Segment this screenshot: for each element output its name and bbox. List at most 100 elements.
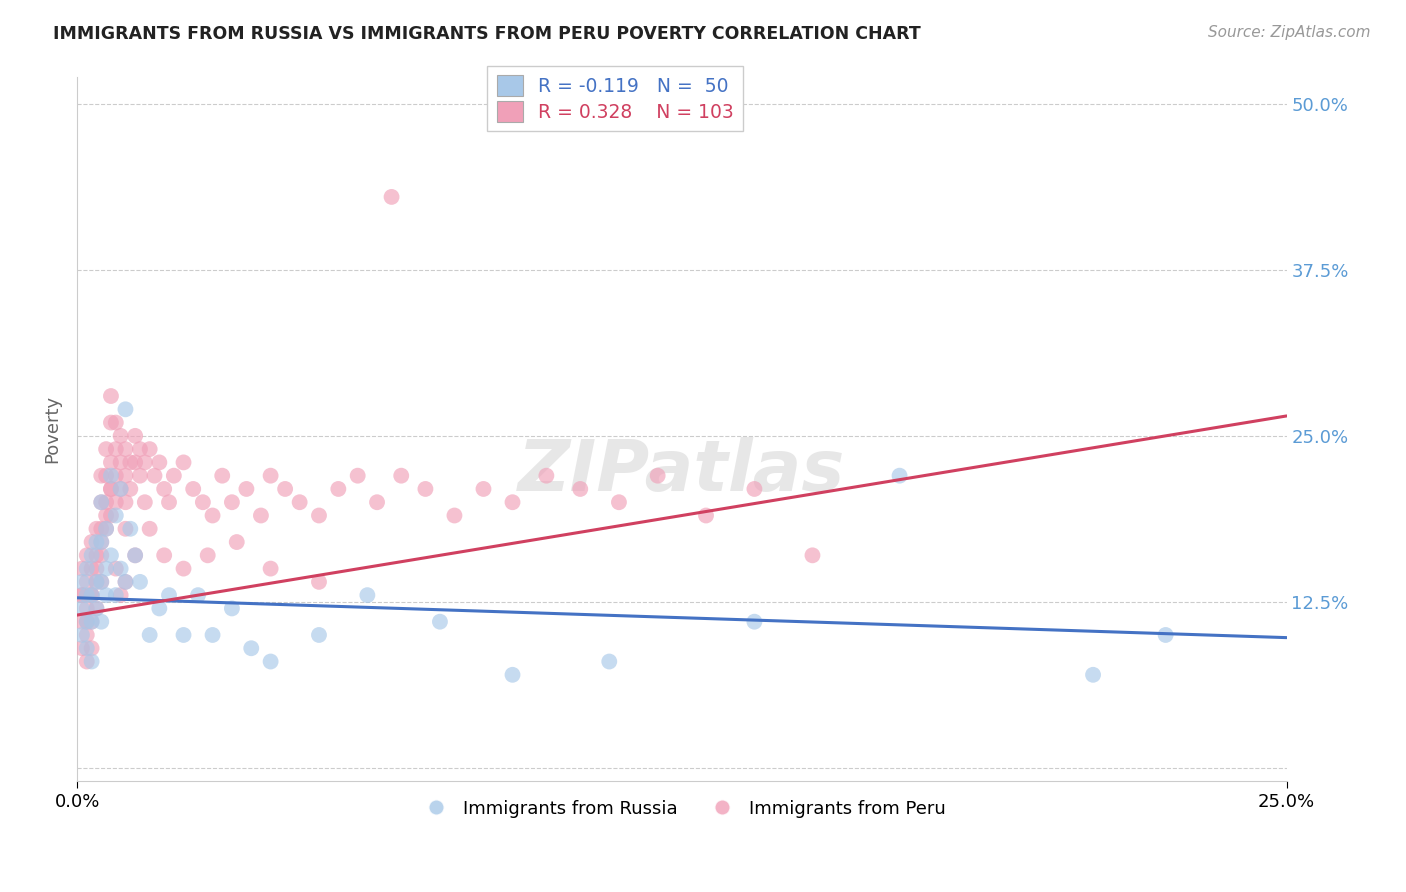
Point (443, 508, 465, 523)
Point (114, 495, 136, 509)
Point (134, 455, 156, 469)
Point (76, 574, 98, 589)
Point (104, 468, 127, 483)
Point (94, 508, 117, 523)
Point (100, 455, 122, 469)
Point (90, 468, 112, 483)
Point (90, 549, 112, 563)
Point (104, 561, 127, 575)
Point (90, 535, 112, 549)
Point (187, 588, 209, 602)
Point (90, 574, 112, 589)
Point (197, 549, 219, 563)
Point (744, 482, 766, 496)
Point (143, 468, 166, 483)
Point (308, 574, 330, 589)
Point (86, 522, 108, 536)
Point (94, 495, 117, 509)
Point (70, 588, 93, 602)
Point (94, 561, 117, 575)
Point (76, 549, 98, 563)
Point (1154, 628, 1177, 642)
Point (801, 549, 824, 563)
Point (138, 628, 160, 642)
Point (90, 522, 112, 536)
Point (94, 468, 117, 483)
Point (201, 628, 224, 642)
Point (80, 615, 103, 629)
Point (100, 416, 122, 430)
Point (86, 601, 108, 615)
Point (259, 468, 281, 483)
Point (90, 615, 112, 629)
Point (104, 416, 127, 430)
Point (124, 455, 146, 469)
Point (100, 468, 122, 483)
Point (240, 641, 263, 656)
Point (94, 588, 117, 602)
Point (80, 655, 103, 669)
Point (114, 468, 136, 483)
Text: ZIPatlas: ZIPatlas (519, 437, 845, 506)
Point (129, 442, 152, 457)
Point (80, 549, 103, 563)
Point (173, 561, 195, 575)
Point (163, 468, 186, 483)
Point (308, 508, 330, 523)
Point (114, 574, 136, 589)
Point (80, 588, 103, 602)
Point (76, 601, 98, 615)
Point (607, 495, 630, 509)
Point (138, 442, 160, 457)
Point (86, 561, 108, 575)
Point (114, 522, 136, 536)
Point (110, 482, 132, 496)
Point (70, 561, 93, 575)
Point (221, 495, 243, 509)
Point (86, 601, 108, 615)
Point (129, 468, 152, 483)
Point (114, 402, 136, 417)
Point (536, 468, 558, 483)
Point (86, 549, 108, 563)
Point (76, 615, 98, 629)
Point (80, 641, 103, 656)
Point (124, 549, 146, 563)
Point (415, 482, 437, 496)
Text: Source: ZipAtlas.com: Source: ZipAtlas.com (1208, 25, 1371, 40)
Point (94, 442, 117, 457)
Point (90, 495, 112, 509)
Point (110, 455, 132, 469)
Point (647, 468, 669, 483)
Point (90, 574, 112, 589)
Point (76, 628, 98, 642)
Point (70, 574, 93, 589)
Point (70, 588, 93, 602)
Point (129, 574, 152, 589)
Point (211, 468, 233, 483)
Point (90, 535, 112, 549)
Point (86, 574, 108, 589)
Point (80, 588, 103, 602)
Point (366, 495, 388, 509)
Point (259, 561, 281, 575)
Point (120, 455, 142, 469)
Point (70, 601, 93, 615)
Point (502, 667, 524, 681)
Point (100, 482, 122, 496)
Point (120, 522, 142, 536)
Point (380, 190, 402, 204)
Point (80, 561, 103, 575)
Point (76, 615, 98, 629)
Point (114, 442, 136, 457)
Point (695, 508, 717, 523)
Point (181, 482, 204, 496)
Point (201, 508, 224, 523)
Point (191, 495, 214, 509)
Point (138, 522, 160, 536)
Point (346, 468, 368, 483)
Point (124, 429, 146, 443)
Point (153, 482, 176, 496)
Text: IMMIGRANTS FROM RUSSIA VS IMMIGRANTS FROM PERU POVERTY CORRELATION CHART: IMMIGRANTS FROM RUSSIA VS IMMIGRANTS FRO… (53, 25, 921, 43)
Point (225, 535, 247, 549)
